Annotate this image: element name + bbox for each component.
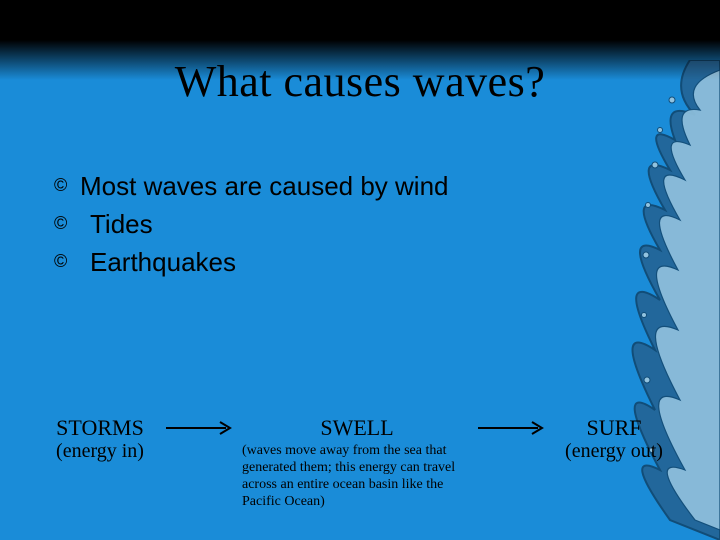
- slide-title: What causes waves?: [0, 56, 720, 107]
- stage-head: STORMS: [40, 416, 160, 440]
- bullet-list: © Most waves are caused by wind © Tides …: [54, 170, 654, 284]
- bullet-label: Most waves are caused by wind: [80, 170, 449, 202]
- bullet-label: Earthquakes: [80, 246, 236, 278]
- bullet-glyph: ©: [54, 208, 80, 238]
- bullet-label: Tides: [80, 208, 153, 240]
- bullet-item: © Tides: [54, 208, 654, 240]
- stage-sub: (energy in): [40, 440, 160, 462]
- stage-sub: (energy out): [554, 440, 674, 462]
- stage-head: SWELL: [242, 416, 472, 440]
- bullet-glyph: ©: [54, 170, 80, 200]
- stage-head: SURF: [554, 416, 674, 440]
- bullet-item: © Earthquakes: [54, 246, 654, 278]
- stage-description: (waves move away from the sea that gener…: [242, 442, 472, 510]
- slide: What causes waves? © Most waves are caus…: [0, 0, 720, 540]
- arrow-right-icon: [166, 421, 236, 435]
- flow-stage-storms: STORMS (energy in): [40, 416, 160, 462]
- bullet-item: © Most waves are caused by wind: [54, 170, 654, 202]
- flow-stage-surf: SURF (energy out): [554, 416, 674, 462]
- flow-arrow: [160, 416, 242, 440]
- arrow-right-icon: [478, 421, 548, 435]
- energy-flow-diagram: STORMS (energy in) SWELL (waves move awa…: [40, 416, 690, 510]
- bullet-glyph: ©: [54, 246, 80, 276]
- flow-arrow: [472, 416, 554, 440]
- flow-stage-swell: SWELL (waves move away from the sea that…: [242, 416, 472, 510]
